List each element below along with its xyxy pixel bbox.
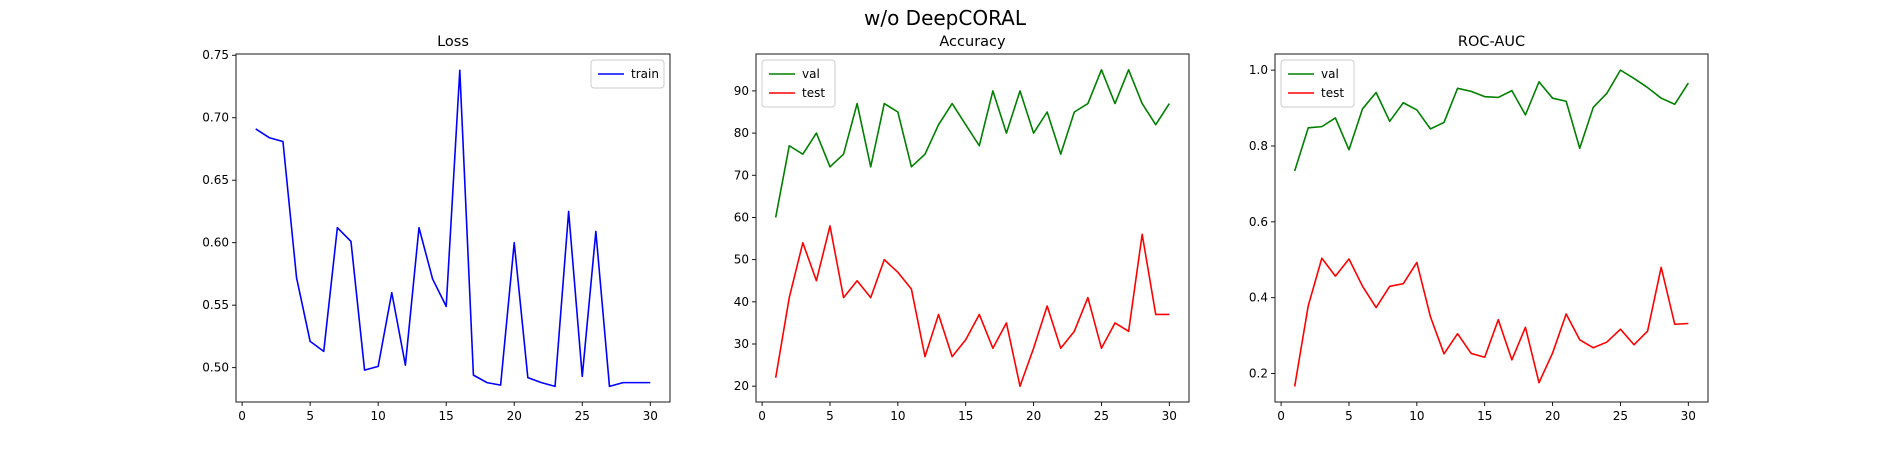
legend-box [761,59,836,108]
x-tick-label: 30 [1681,409,1696,423]
legend: val test [761,59,836,108]
legend-box [590,59,665,89]
y-tick-label: 0.65 [202,173,229,187]
y-tick-label: 20 [734,379,749,393]
y-tick-label: 0.6 [1249,215,1268,229]
x-tick-label: 10 [371,409,386,423]
legend-label-val: val [802,67,820,81]
axes-frame [235,53,671,403]
chart-2: ROC-AUC 0 5 10 15 20 25 30 0.2 0.4 0.6 0.8 1.0 val tes… [1249,34,1709,423]
x-tick-label: 5 [306,409,314,423]
x-tick-label: 15 [439,409,454,423]
x-tick-label: 20 [1026,409,1041,423]
x-tick-label: 10 [1409,409,1424,423]
legend-label-test: test [1321,86,1344,100]
chart-1: Accuracy 0 5 10 15 20 25 30 20 30 40 50 60 70 80 90 val t… [734,34,1190,423]
x-tick-label: 0 [758,409,766,423]
y-tick-label: 50 [734,253,749,267]
chart-title: Loss [437,34,469,50]
series-line-val [774,69,1170,218]
legend: val test [1280,59,1355,108]
y-tick-label: 80 [734,126,749,140]
x-tick-label: 10 [890,409,905,423]
x-tick-label: 15 [958,409,973,423]
chart-0: Loss 0 5 10 15 20 25 30 0.50 0.55 0.60 0.65 0.70 0.75… [202,34,671,423]
figure-title: w/o DeepCORAL [864,6,1027,30]
y-tick-label: 30 [734,337,749,351]
y-tick-label: 70 [734,168,749,182]
series-line-test [1293,257,1689,387]
series-line-test [774,225,1170,387]
legend-label-test: test [802,86,825,100]
legend-box [1280,59,1355,108]
x-tick-label: 15 [1477,409,1492,423]
chart-title: Accuracy [939,34,1006,50]
legend-label-val: val [1321,67,1339,81]
x-tick-label: 0 [1277,409,1285,423]
x-tick-label: 5 [826,409,834,423]
y-tick-label: 1.0 [1249,63,1268,77]
y-tick-label: 0.55 [202,298,229,312]
y-tick-label: 0.2 [1249,367,1268,381]
y-tick-label: 0.70 [202,111,229,125]
legend: train [590,59,665,89]
series-line-val [1293,69,1689,172]
y-tick-label: 0.8 [1249,139,1268,153]
x-tick-label: 0 [238,409,246,423]
x-tick-label: 25 [575,409,590,423]
x-tick-label: 20 [507,409,522,423]
series-line-train [255,69,651,388]
y-tick-label: 40 [734,295,749,309]
x-tick-label: 30 [643,409,658,423]
x-tick-label: 5 [1345,409,1353,423]
axes-frame [755,53,1190,403]
y-tick-label: 0.75 [202,48,229,62]
y-tick-label: 0.4 [1249,291,1268,305]
y-tick-label: 0.50 [202,361,229,375]
chart-title: ROC-AUC [1458,34,1525,50]
x-tick-label: 25 [1613,409,1628,423]
x-tick-label: 25 [1094,409,1109,423]
y-tick-label: 0.60 [202,236,229,250]
legend-label-train: train [631,67,659,81]
axes-frame [1274,53,1709,403]
x-tick-label: 30 [1162,409,1177,423]
x-tick-label: 20 [1545,409,1560,423]
y-tick-label: 90 [734,84,749,98]
y-tick-label: 60 [734,210,749,224]
